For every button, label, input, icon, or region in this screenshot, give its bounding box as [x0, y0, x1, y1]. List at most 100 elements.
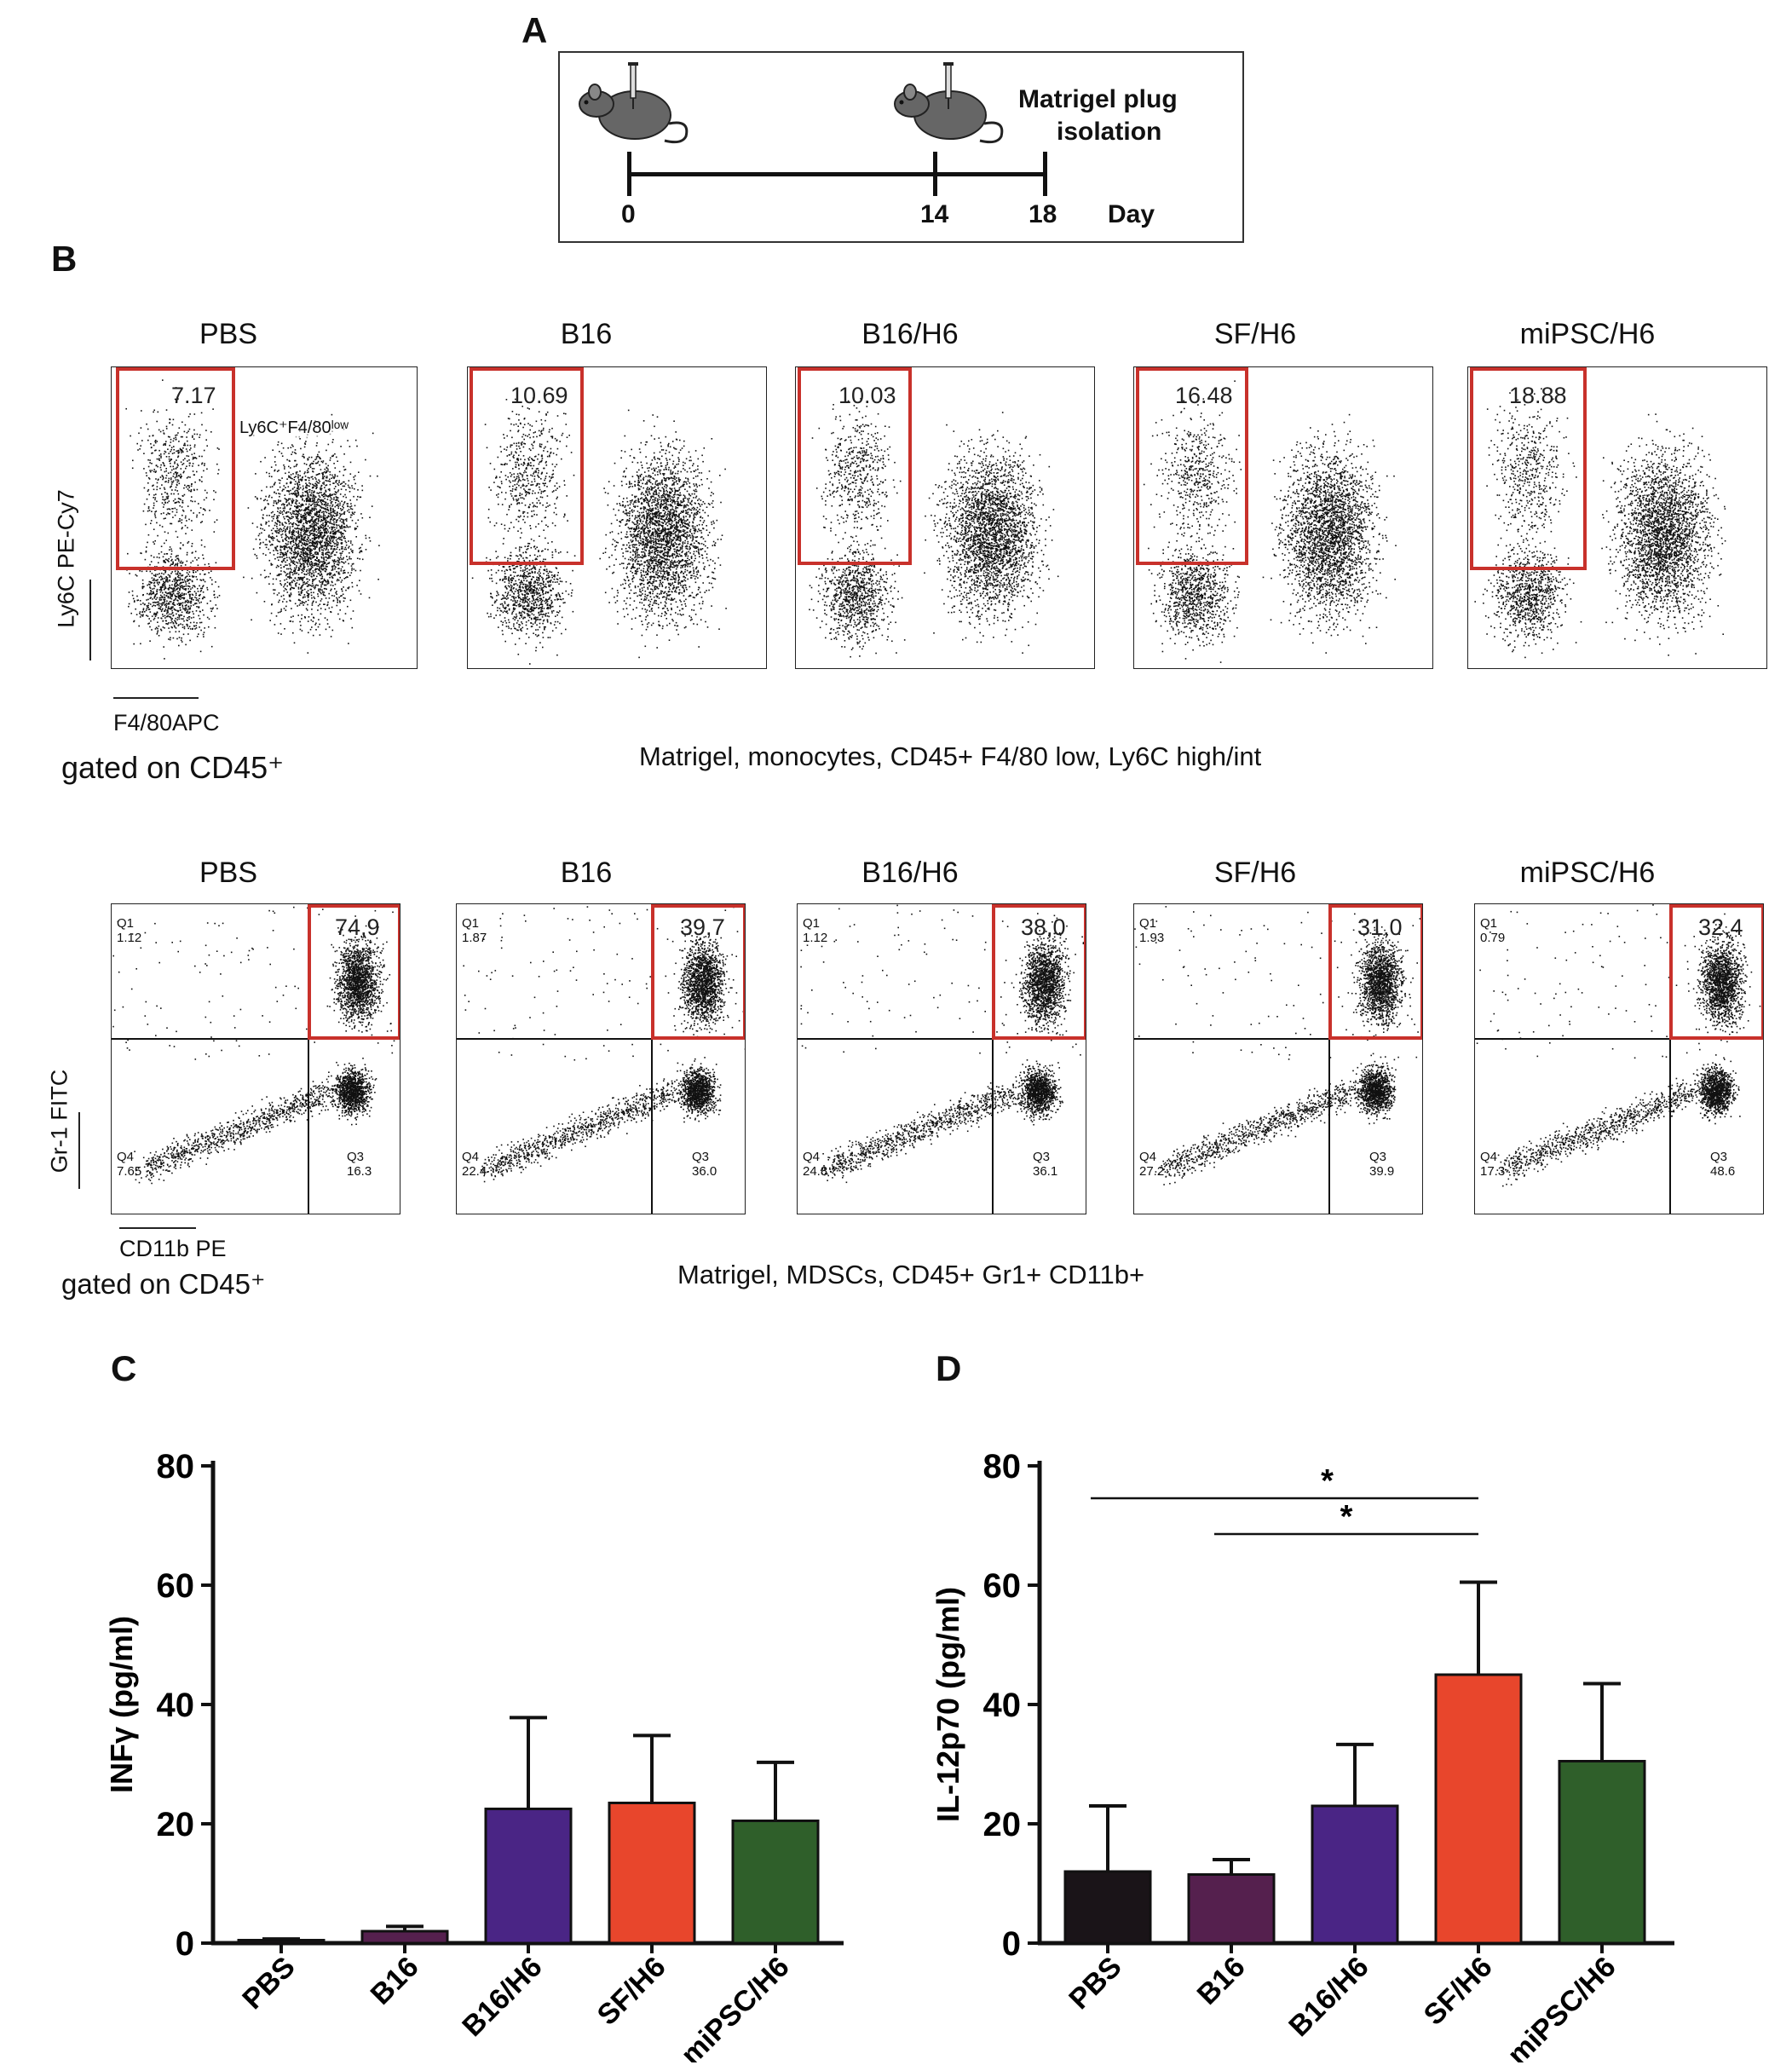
mdsc-title-sfh6: SF/H6: [1127, 857, 1383, 890]
panel-d-letter: D: [936, 1348, 961, 1389]
significance-star: *: [1340, 1499, 1353, 1535]
mdsc-y-arrow: [78, 1112, 80, 1189]
mdsc-title-b16h6: B16/H6: [782, 857, 1038, 890]
y-tick-label: 40: [983, 1687, 1022, 1724]
bar-b16h6: [1311, 1804, 1399, 1945]
mdsc-title-mipsch6: miPSC/H6: [1460, 857, 1715, 890]
event-cloud: [800, 904, 1086, 1184]
mono-title-mipsch6: miPSC/H6: [1460, 318, 1715, 351]
mono-gate-value: 10.69: [510, 383, 568, 409]
chart-c-infg: 0 20 40 60 80 INFγ (pg/ml) PBS B16 B16/H6 SF/H6 mi…: [104, 1448, 844, 2062]
significance-star: *: [1321, 1463, 1334, 1499]
mono-title-pbs: PBS: [101, 318, 356, 351]
mdsc-plot-sfh6: 31,0 Q1 1.93 Q4 27.2 Q3 39.9: [1133, 903, 1423, 1214]
event-cloud: [471, 394, 727, 665]
bar-b16: [1187, 1873, 1276, 1945]
x-tick-label: B16/H6: [456, 1951, 548, 2043]
quadrant-vline: [992, 904, 994, 1214]
y-tick-label: 60: [157, 1567, 195, 1605]
mdsc-y-axis-label: Gr-1 FITC: [47, 1058, 73, 1185]
bar-b16h6: [484, 1808, 573, 1945]
matrigel-isolation-label-line1: Matrigel plug: [1018, 85, 1178, 114]
mouse-injection-icon-day0: [579, 62, 689, 144]
bar-pbs: [237, 1939, 326, 1945]
day-axis-label: Day: [1108, 200, 1155, 229]
mono-x-arrow: [113, 697, 199, 699]
mono-x-axis-label: F4/80APC: [113, 710, 220, 736]
event-cloud: [1476, 904, 1763, 1187]
event-cloud: [463, 906, 745, 1183]
event-cloud: [1134, 904, 1421, 1185]
bar-sfh6: [1434, 1673, 1523, 1945]
quadrant-vline: [1669, 904, 1671, 1214]
q2-value: 39,7: [680, 914, 725, 941]
mono-y-axis-label: Ly6C PE-Cy7: [54, 474, 80, 644]
mono-plot-mipsch6: 18.88: [1467, 366, 1767, 669]
x-tick-label: miPSC/H6: [1501, 1951, 1622, 2062]
mouse-injection-icon-day14: [894, 62, 1004, 144]
quadrant-hline: [798, 1038, 1086, 1040]
day-14-label: 14: [920, 200, 948, 229]
q1-label: Q1 1.87: [462, 916, 487, 945]
y-tick-label: 0: [176, 1925, 194, 1963]
quadrant-vline: [651, 904, 653, 1214]
x-tick-label: PBS: [1063, 1951, 1127, 2016]
mono-gate-value: 18.88: [1509, 383, 1567, 409]
mono-title-b16h6: B16/H6: [782, 318, 1038, 351]
q3-label: Q3 36.1: [1033, 1150, 1057, 1179]
mono-gate-box: [1136, 367, 1248, 565]
quadrant-hline: [1475, 1038, 1763, 1040]
mono-gate-value: 7.17: [171, 383, 216, 409]
y-tick-label: 20: [983, 1806, 1022, 1843]
mono-caption: Matrigel, monocytes, CD45+ F4/80 low, Ly…: [639, 741, 1261, 772]
mdsc-plot-pbs: 74,9 Q1 1.12 Q4 7.65 Q3 16.3: [111, 903, 400, 1214]
q3-label: Q3 39.9: [1369, 1150, 1394, 1179]
timeline-tick-18: [1043, 152, 1047, 196]
mono-gate-box: [798, 367, 912, 565]
mdsc-gate-box: [651, 904, 745, 1040]
q2-value: 32,4: [1698, 914, 1743, 941]
day-0-label: 0: [621, 200, 636, 229]
x-tick-label: PBS: [236, 1951, 301, 2016]
timeline-tick-14: [933, 152, 937, 196]
q2-value: 31,0: [1357, 914, 1403, 941]
q1-label: Q1 0.79: [1480, 916, 1505, 945]
mono-plot-pbs: 7.17 Ly6C⁺F4/80ˡᵒʷ: [111, 366, 418, 669]
bar-mipsch6: [731, 1820, 820, 1945]
q4-label: Q4 27.2: [1139, 1150, 1164, 1179]
mdsc-title-pbs: PBS: [101, 857, 356, 890]
quadrant-vline: [1328, 904, 1330, 1214]
mono-gate-value: 10.03: [838, 383, 896, 409]
mono-title-b16: B16: [458, 318, 714, 351]
y-tick-label: 20: [157, 1806, 195, 1843]
panel-c-letter: C: [111, 1348, 136, 1389]
q1-label: Q1 1.12: [117, 916, 141, 945]
q3-label: Q3 36.0: [692, 1150, 717, 1179]
mdsc-x-axis-label: CD11b PE: [119, 1236, 227, 1262]
panel-b-letter: B: [51, 239, 77, 280]
x-tick-label: SF/H6: [591, 1951, 672, 2032]
event-cloud: [809, 396, 1059, 658]
y-axis-label: INFγ (pg/ml): [104, 1616, 139, 1793]
mono-y-arrow: [89, 580, 91, 660]
y-tick-label: 0: [1002, 1925, 1021, 1963]
mono-gate-value: 16.48: [1175, 383, 1233, 409]
mono-plot-b16: 10.69: [467, 366, 767, 669]
mdsc-x-arrow: [119, 1227, 196, 1229]
q4-label: Q4 17.3: [1480, 1150, 1505, 1179]
y-tick-label: 80: [157, 1448, 195, 1485]
q2-value: 74,9: [335, 914, 380, 941]
quadrant-vline: [308, 904, 309, 1214]
quadrant-hline: [112, 1038, 400, 1040]
bar-mipsch6: [1558, 1760, 1646, 1945]
mono-gate-box: [116, 367, 235, 570]
timeline-frame: [558, 51, 1244, 243]
chart-d-il12p70: 0 20 40 60 80 IL-12p70 (pg/ml) PBS B16 B16/H6 SF/…: [931, 1448, 1674, 2062]
mdsc-plot-mipsch6: 32,4 Q1 0.79 Q4 17.3 Q3 48.6: [1474, 903, 1764, 1214]
event-cloud: [125, 379, 380, 660]
mdsc-plot-b16: 39,7 Q1 1.87 Q4 22.4 Q3 36.0: [456, 903, 746, 1214]
mdsc-gating-label: gated on CD45⁺: [61, 1267, 265, 1301]
q4-label: Q4 22.4: [462, 1150, 487, 1179]
mono-gate-label: Ly6C⁺F4/80ˡᵒʷ: [239, 417, 349, 438]
mdsc-gate-box: [992, 904, 1086, 1040]
